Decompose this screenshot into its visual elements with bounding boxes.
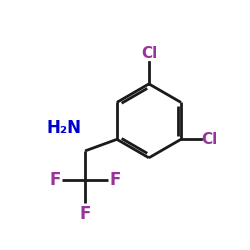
Text: Cl: Cl [202, 132, 218, 147]
Text: H₂N: H₂N [47, 119, 82, 137]
Text: F: F [110, 171, 121, 189]
Text: F: F [80, 205, 91, 223]
Text: F: F [49, 171, 60, 189]
Text: Cl: Cl [141, 46, 157, 61]
